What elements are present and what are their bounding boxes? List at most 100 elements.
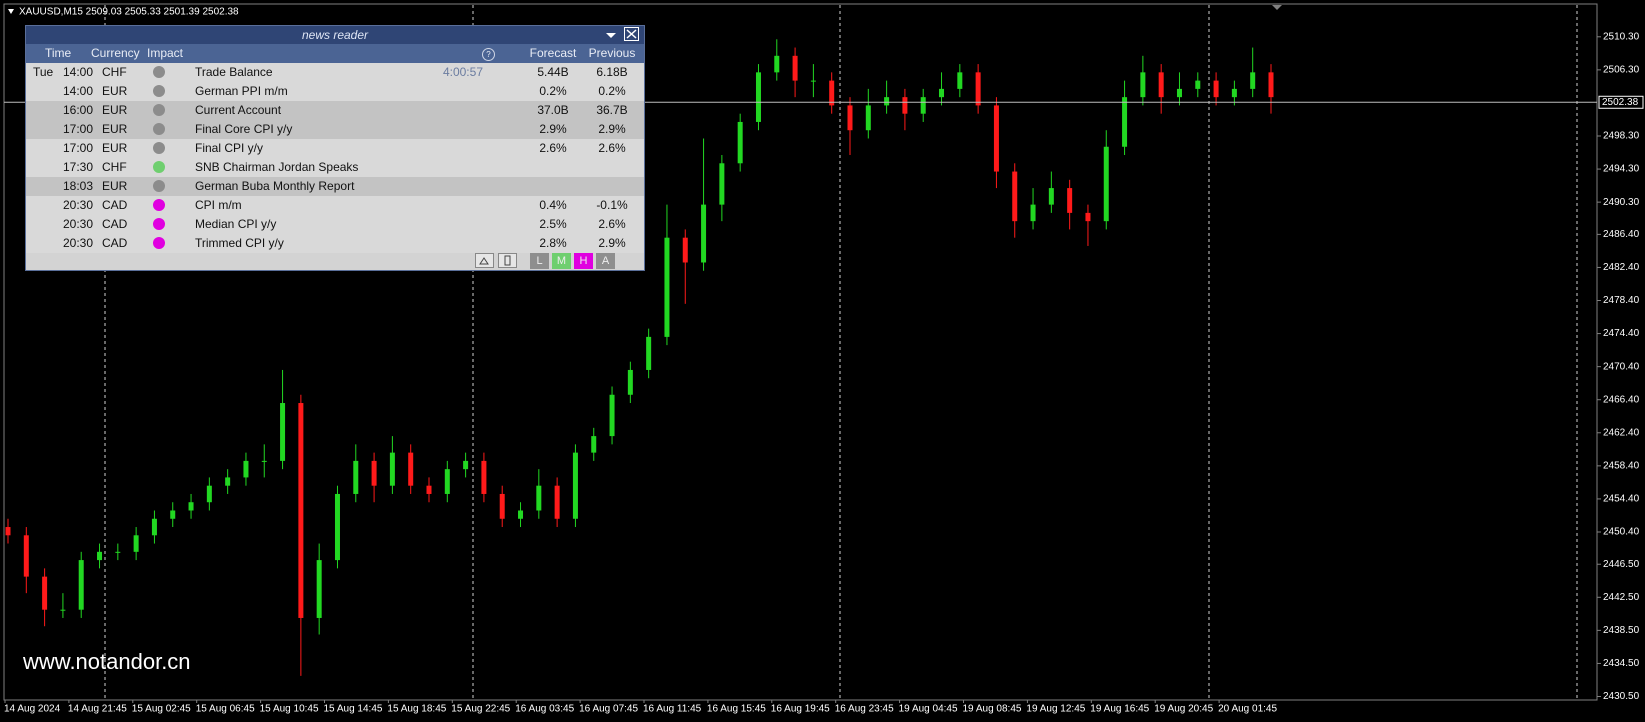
impact-dot [153, 123, 165, 135]
candle-body [902, 97, 908, 114]
candles [5, 39, 1274, 676]
previous: -0.1% [596, 198, 628, 212]
event-row[interactable]: 17:00 EUR Final Core CPI y/y 2.9% 2.9% [26, 120, 644, 139]
candle-body [78, 560, 84, 610]
event-row[interactable]: 20:30 CAD CPI m/m 0.4% -0.1% [26, 196, 644, 215]
event-currency: CAD [102, 217, 128, 231]
event-title: German Buba Monthly Report [195, 179, 355, 193]
candle-body [1268, 72, 1274, 98]
x-tick-label: 16 Aug 15:45 [707, 704, 766, 715]
event-time: 20:30 [63, 198, 94, 212]
chart-frame [3, 3, 1598, 701]
event-time: 17:30 [63, 160, 94, 174]
impact-filter-button[interactable]: A [596, 253, 615, 269]
candle-body [261, 460, 267, 462]
candle-body [115, 551, 121, 553]
candle-body [243, 460, 249, 478]
forecast: 5.44B [537, 65, 569, 79]
alert-button[interactable] [475, 253, 494, 268]
impact-filter-button[interactable]: H [574, 253, 593, 269]
impact-dot [153, 66, 165, 78]
event-currency: CAD [102, 236, 128, 250]
event-row[interactable]: Tue 14:00 CHF Trade Balance 4:00:57 5.44B 6.18… [26, 63, 644, 82]
menu-arrow[interactable] [8, 9, 14, 14]
candle-body [993, 105, 999, 172]
y-tick-label: 2506.30 [1603, 65, 1640, 76]
x-tick-label: 16 Aug 11:45 [643, 704, 702, 715]
previous: 0.2% [598, 84, 626, 98]
x-tick-label: 16 Aug 03:45 [515, 704, 574, 715]
x-tick-label: 19 Aug 20:45 [1154, 704, 1213, 715]
event-row[interactable]: 14:00 EUR German PPI m/m 0.2% 0.2% [26, 82, 644, 101]
impact-dot [153, 161, 165, 173]
candle-body [627, 369, 633, 395]
chart-shift-marker[interactable] [1272, 5, 1282, 10]
candle-body [298, 403, 304, 618]
y-tick-label: 2510.30 [1603, 31, 1640, 42]
column-header: Forecast [529, 46, 577, 60]
event-row[interactable]: 18:03 EUR German Buba Monthly Report [26, 177, 644, 196]
previous: 2.9% [598, 122, 626, 136]
event-time: 20:30 [63, 217, 94, 231]
y-tick-label: 2482.40 [1603, 262, 1640, 273]
candle-body [554, 485, 560, 519]
candle-body [463, 460, 469, 470]
candle-body [609, 394, 615, 437]
x-tick-label: 15 Aug 14:45 [324, 704, 383, 715]
candle-body [1030, 204, 1036, 222]
candle-body [1012, 171, 1018, 222]
previous: 2.6% [598, 217, 626, 231]
y-tick-label: 2434.50 [1603, 658, 1640, 669]
event-currency: CAD [102, 198, 128, 212]
event-currency: EUR [102, 141, 128, 155]
window-button[interactable] [498, 253, 517, 268]
x-tick-label: 14 Aug 2024 [4, 704, 61, 715]
collapse-button[interactable] [603, 29, 619, 41]
candle-body [682, 237, 688, 263]
candle-body [646, 336, 652, 370]
previous: 2.6% [598, 141, 626, 155]
impact-dot [153, 180, 165, 192]
candle-body [5, 527, 11, 536]
x-tick-label: 15 Aug 10:45 [260, 704, 319, 715]
candle-body [1067, 188, 1073, 213]
event-time: 18:03 [63, 179, 94, 193]
y-tick-label: 2490.30 [1603, 197, 1640, 208]
candle-body [225, 477, 231, 486]
event-currency: CHF [102, 65, 127, 79]
candle-body [591, 436, 597, 453]
x-tick-label: 19 Aug 08:45 [963, 704, 1022, 715]
candle-body [939, 88, 945, 98]
candle-body [884, 97, 890, 106]
event-row[interactable]: 16:00 EUR Current Account 37.0B 36.7B [26, 101, 644, 120]
candle-body [792, 55, 798, 81]
forecast: 37.0B [537, 103, 569, 117]
impact-filter-button[interactable]: L [530, 253, 549, 269]
candle-body [1213, 80, 1219, 98]
y-tick-label: 2446.50 [1603, 559, 1640, 570]
event-currency: CHF [102, 160, 127, 174]
candle-body [151, 518, 157, 536]
event-row[interactable]: 17:00 EUR Final CPI y/y 2.6% 2.6% [26, 139, 644, 158]
help-icon[interactable]: ? [482, 48, 495, 61]
event-currency: EUR [102, 103, 128, 117]
candle-body [536, 485, 542, 511]
event-row[interactable]: 20:30 CAD Median CPI y/y 2.5% 2.6% [26, 215, 644, 234]
x-tick-label: 16 Aug 19:45 [771, 704, 830, 715]
close-button[interactable] [624, 27, 639, 41]
x-tick-label: 16 Aug 23:45 [835, 704, 894, 715]
candle-body [957, 72, 963, 89]
event-row[interactable]: 20:30 CAD Trimmed CPI y/y 2.8% 2.9% [26, 234, 644, 253]
event-currency: EUR [102, 179, 128, 193]
y-tick-label: 2494.30 [1603, 164, 1640, 175]
candle-body [1158, 72, 1164, 98]
candle-body [829, 80, 835, 106]
candle-body [719, 163, 725, 205]
candle-body [334, 493, 340, 561]
event-time: 17:00 [63, 122, 94, 136]
y-tick-label: 2454.40 [1603, 494, 1640, 505]
event-row[interactable]: 17:30 CHF SNB Chairman Jordan Speaks [26, 158, 644, 177]
event-title: Final CPI y/y [195, 141, 264, 155]
impact-filter-button[interactable]: M [552, 253, 571, 269]
x-tick-label: 19 Aug 12:45 [1026, 704, 1085, 715]
